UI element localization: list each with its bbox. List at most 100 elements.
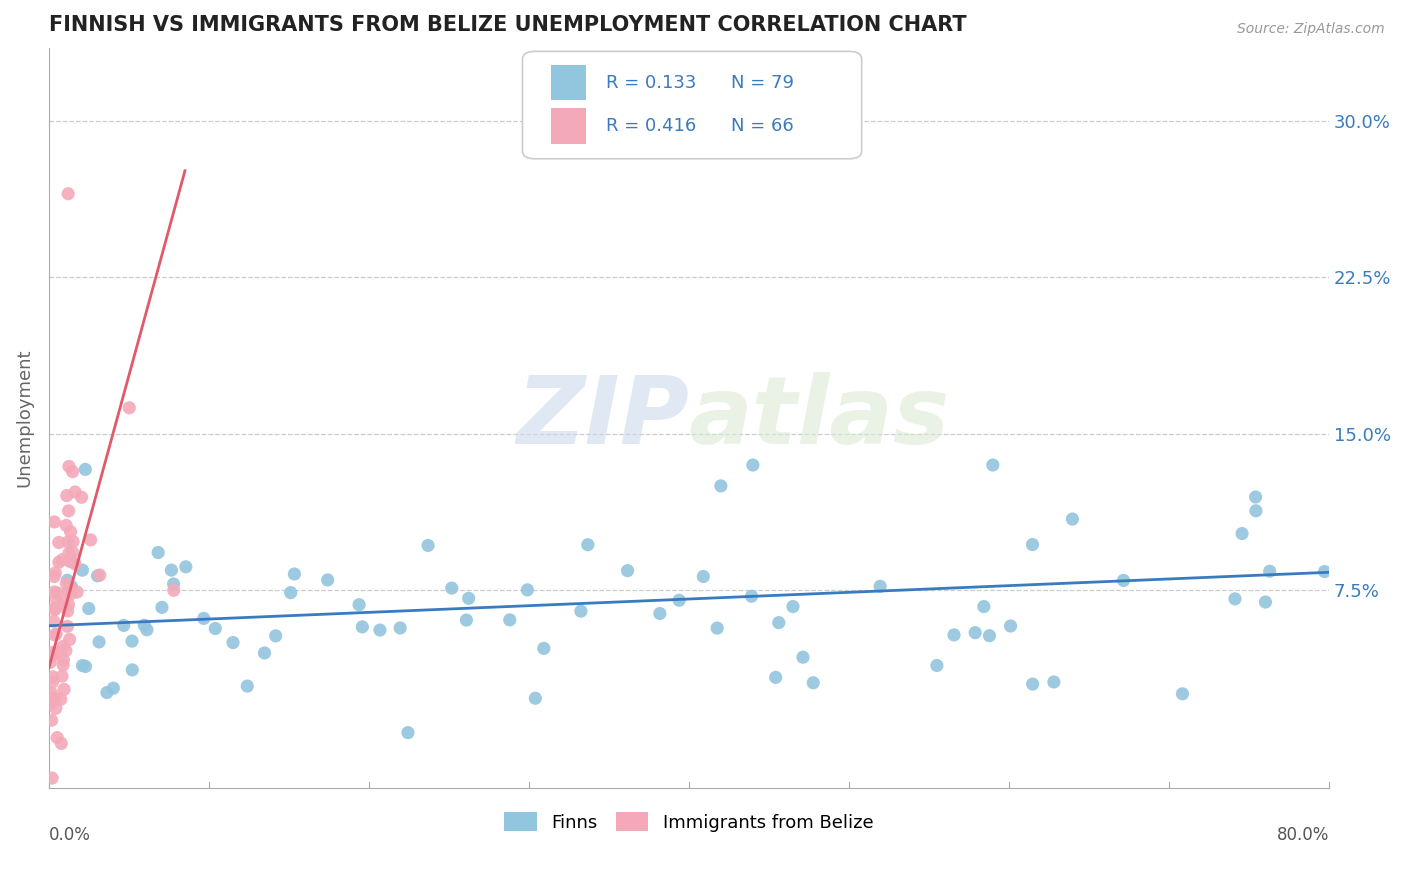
Point: [981, 458, 1004, 472]
Point: [75, 462, 97, 476]
Point: [56, 186, 79, 201]
Point: [1021, 537, 1043, 551]
Point: [62, 465, 84, 479]
Point: [41, 675, 63, 690]
Point: [60, 555, 83, 569]
Point: [1254, 595, 1277, 609]
Point: [44, 585, 66, 599]
Point: [42, 569, 65, 583]
Point: [925, 658, 948, 673]
Point: [801, 675, 824, 690]
Point: [1062, 512, 1084, 526]
Point: [66, 585, 89, 599]
Point: [52, 657, 75, 672]
Point: [389, 621, 412, 635]
Point: [52, 640, 75, 654]
Point: [768, 615, 790, 630]
Point: [48, 535, 70, 549]
Point: [1244, 490, 1267, 504]
Point: [569, 604, 592, 618]
Point: [118, 401, 141, 415]
Point: [41, 686, 63, 700]
Point: [44, 602, 66, 616]
FancyBboxPatch shape: [523, 52, 862, 159]
Point: [52, 653, 75, 667]
Point: [741, 589, 763, 603]
Point: [1313, 565, 1336, 579]
Point: [96, 685, 118, 699]
Point: [1244, 504, 1267, 518]
Point: [39, 690, 62, 705]
Point: [44, 691, 66, 706]
Point: [39, 656, 62, 670]
Point: [1112, 574, 1135, 588]
Point: [524, 691, 547, 706]
Point: [1000, 619, 1022, 633]
Text: R = 0.133: R = 0.133: [606, 74, 696, 92]
Text: ZIP: ZIP: [516, 372, 689, 464]
Point: [103, 681, 125, 695]
Point: [87, 635, 110, 649]
Point: [706, 621, 728, 635]
Point: [163, 583, 186, 598]
Point: [58, 504, 80, 518]
Point: [782, 599, 804, 614]
Point: [121, 663, 143, 677]
Point: [396, 725, 419, 739]
Point: [58, 632, 80, 647]
Point: [49, 692, 72, 706]
Point: [51, 552, 73, 566]
Point: [72, 563, 94, 577]
Point: [136, 623, 159, 637]
Point: [222, 635, 245, 649]
Point: [204, 622, 226, 636]
Point: [51, 736, 73, 750]
Point: [41, 771, 63, 785]
Point: [46, 731, 69, 745]
Point: [39, 649, 62, 664]
Point: [1043, 675, 1066, 690]
Point: [56, 535, 79, 549]
Point: [160, 563, 183, 577]
Point: [41, 713, 63, 727]
Point: [62, 545, 84, 559]
Point: [56, 604, 79, 618]
Point: [42, 670, 65, 684]
Point: [193, 611, 215, 625]
Point: [59, 587, 82, 601]
Point: [148, 545, 170, 559]
Point: [869, 579, 891, 593]
Point: [44, 628, 66, 642]
Point: [86, 569, 108, 583]
Point: [710, 479, 733, 493]
Point: [765, 670, 787, 684]
Point: [55, 518, 77, 533]
Point: [965, 625, 987, 640]
Point: [58, 459, 80, 474]
Point: [943, 628, 966, 642]
Point: [46, 646, 69, 660]
Point: [58, 546, 80, 560]
Point: [63, 485, 86, 500]
FancyBboxPatch shape: [551, 65, 586, 101]
Text: N = 66: N = 66: [731, 117, 794, 136]
Point: [77, 601, 100, 615]
Point: [51, 669, 73, 683]
Text: R = 0.416: R = 0.416: [606, 117, 696, 136]
Point: [979, 629, 1001, 643]
Point: [58, 598, 80, 612]
Point: [39, 696, 62, 710]
Text: N = 79: N = 79: [731, 74, 794, 92]
Y-axis label: Unemployment: Unemployment: [15, 349, 32, 487]
Point: [174, 559, 197, 574]
Point: [134, 618, 156, 632]
Point: [56, 574, 79, 588]
Point: [62, 534, 84, 549]
Point: [499, 613, 522, 627]
Point: [55, 576, 77, 591]
Point: [1258, 564, 1281, 578]
Point: [616, 564, 638, 578]
Point: [48, 555, 70, 569]
Point: [52, 596, 75, 610]
Point: [56, 619, 79, 633]
